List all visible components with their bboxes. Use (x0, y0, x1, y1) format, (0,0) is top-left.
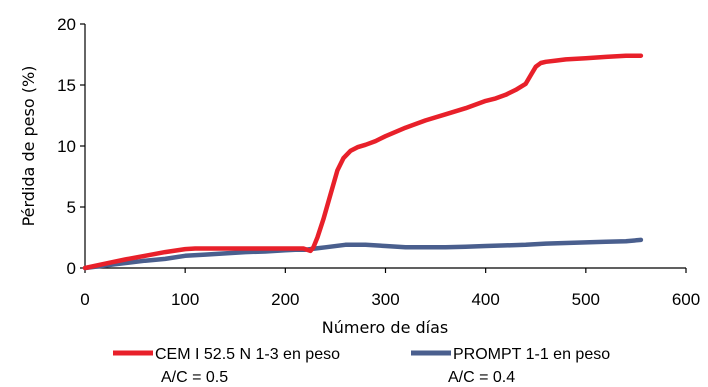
y-tick-label: 5 (67, 198, 76, 217)
series-line-prompt (82, 237, 644, 271)
y-tick-label: 15 (57, 76, 76, 95)
legend: CEM I 52.5 N 1-3 en peso A/C = 0.5 PROMP… (113, 346, 610, 386)
y-axis-label: Pérdida de peso (%) (19, 66, 38, 227)
y-ticks: 0 5 10 15 20 (57, 15, 85, 278)
x-tick-label: 300 (371, 290, 399, 309)
y-tick-label: 10 (57, 137, 76, 156)
y-tick-label: 20 (57, 15, 76, 34)
x-ticks: 0 100 200 300 400 500 600 (80, 268, 700, 309)
legend-sublabel-prompt: A/C = 0.4 (448, 369, 515, 386)
legend-sublabel-cem: A/C = 0.5 (161, 369, 228, 386)
series-lines (82, 53, 644, 271)
x-axis-label: Número de días (322, 318, 448, 337)
y-tick-label: 0 (67, 259, 76, 278)
x-tick-label: 500 (572, 290, 600, 309)
series-line-cem (82, 53, 644, 271)
x-tick-label: 100 (171, 290, 199, 309)
x-tick-label: 600 (672, 290, 700, 309)
x-tick-label: 400 (471, 290, 499, 309)
x-tick-label: 0 (80, 290, 89, 309)
legend-label-prompt: PROMPT 1-1 en peso (453, 346, 610, 363)
x-tick-label: 200 (271, 290, 299, 309)
legend-label-cem: CEM I 52.5 N 1-3 en peso (155, 346, 340, 363)
plot-area: 0 5 10 15 20 0 100 200 300 400 500 600 (57, 15, 700, 309)
